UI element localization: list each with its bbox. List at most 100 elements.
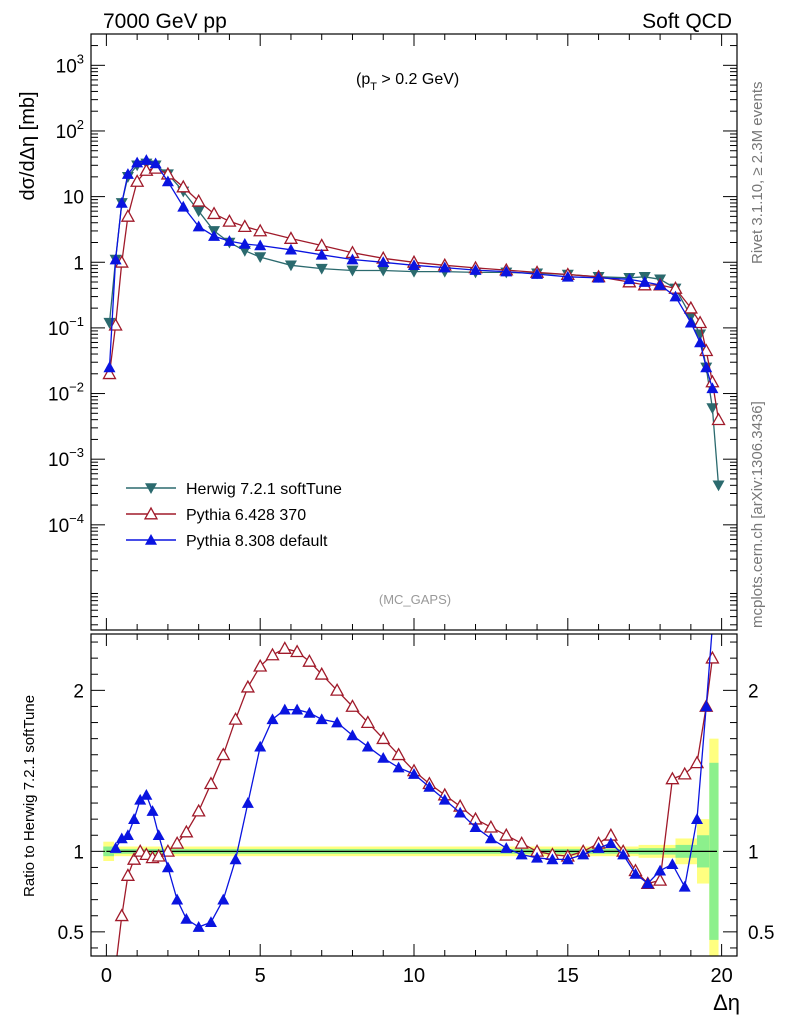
ratio-series-2-point [315, 713, 328, 725]
main-series-3-point [469, 264, 482, 275]
ratio-series-2-point [423, 780, 436, 792]
main-series-3-point [238, 237, 251, 249]
main-series-2-point [222, 214, 237, 227]
x-tick-label: 10 [403, 965, 425, 987]
ratio-y-tick-label-right: 0.5 [748, 923, 774, 944]
main-y-axis-title: dσ/dΔη [mb] [17, 91, 39, 200]
main-series-1-point [315, 263, 328, 275]
ratio-series-2-point [291, 703, 304, 715]
main-series-3-point [700, 361, 713, 373]
ratio-series-2-point [706, 620, 718, 631]
ratio-series-1-point [126, 852, 142, 865]
ratio-series-2-point [641, 877, 654, 889]
ratio-series-2-point [678, 880, 691, 892]
ratio-series-2-point [278, 703, 291, 715]
main-series-3-point [192, 220, 205, 232]
ratio-series-2-point [592, 842, 605, 853]
ratio-series-1-point [179, 824, 194, 838]
ratio-series-1-point [120, 868, 136, 881]
main-series-3-point [140, 154, 153, 165]
main-series-3-point [561, 270, 574, 282]
main-series-1-point [192, 206, 205, 218]
ratio-series-2-point [134, 793, 147, 805]
y-tick-label: 10−2 [48, 380, 84, 406]
ratio-y-tick-label: 2 [73, 681, 84, 702]
ratio-series-1-point [253, 658, 268, 672]
main-series-3-point [115, 196, 128, 208]
main-series-3-point [254, 239, 267, 251]
ratio-series-1-point [170, 835, 185, 849]
mcplots-reference-label: mcplots.cern.ch [arXiv:1306.3436] [749, 401, 766, 628]
main-series-1-point [706, 403, 719, 415]
main-series-3-point [315, 248, 328, 260]
ratio-series-2-point [604, 837, 617, 849]
ratio-series-1-point [228, 711, 243, 725]
ratio-series-1-point [290, 644, 305, 658]
ratio-series-2-point [217, 893, 230, 905]
main-series-3-point [208, 230, 221, 241]
ratio-series-2-point [254, 740, 267, 752]
main-series-2-point [102, 366, 117, 380]
ratio-series-1-point [677, 766, 692, 780]
legend-label: Herwig 7.2.1 softTune [186, 481, 342, 498]
main-series-3-point [438, 261, 451, 273]
ratio-series-2-point [180, 912, 193, 924]
ratio-series-1-point [277, 641, 292, 654]
ratio-series-2-point [204, 916, 217, 927]
main-series-2-point [120, 209, 136, 222]
main-plot-series [102, 154, 726, 492]
y-tick-label: 10−4 [48, 511, 84, 537]
ratio-series-2-point [654, 864, 667, 876]
main-series-3-point [654, 279, 667, 290]
ratio-series-2-point [484, 832, 497, 844]
ratio-series-2-point [192, 921, 205, 932]
main-series-1-point [284, 260, 297, 272]
ratio-series-1-point [314, 666, 329, 680]
main-series-2-point [711, 412, 726, 426]
main-series-2-point [683, 300, 698, 314]
y-tick-label: 10 [63, 188, 84, 209]
main-series-1-point [346, 265, 359, 277]
ratio-y-tick-label: 0.5 [58, 923, 84, 944]
main-series-3-point [669, 290, 682, 302]
ratio-series-2-point [229, 853, 242, 865]
ratio-series-2-point [531, 851, 544, 863]
ratio-series-2-point [577, 848, 590, 860]
ratio-series-2-point [546, 853, 559, 865]
ratio-plot-series [109, 620, 720, 956]
ratio-series-1-point [705, 650, 720, 664]
legend-marker [145, 483, 157, 494]
ratio-series-2-point [241, 797, 254, 808]
ratio-y-axis-title: Ratio to Herwig 7.2.1 softTune [21, 695, 38, 897]
ratio-series-2-point [408, 768, 420, 779]
ratio-plot-frame [90, 633, 738, 957]
ratio-series-1-line [116, 647, 714, 956]
main-series-3-point [121, 168, 134, 179]
main-series-1-point [712, 480, 725, 492]
main-series-2-point [206, 206, 222, 220]
ratio-series-2-point [617, 848, 630, 860]
y-tick-label: 10−1 [48, 314, 84, 340]
main-series-3-point [408, 259, 420, 271]
ratio-series-2-point [152, 829, 165, 841]
x-tick-label: 20 [710, 965, 732, 987]
ratio-series-1-point [216, 747, 231, 761]
header-energy-label: 7000 GeV pp [103, 10, 227, 33]
main-series-3-line [108, 159, 714, 389]
pt-cut-label: (pT > 0.2 GeV) [356, 71, 459, 93]
ratio-series-2-point [331, 716, 344, 728]
main-series-3-point [149, 157, 162, 169]
ratio-series-2-point [454, 806, 467, 818]
ratio-series-2-point [515, 848, 528, 860]
ratio-series-2-point [700, 700, 713, 712]
ratio-series-2-point [691, 813, 704, 824]
main-series-2-point [108, 317, 123, 331]
ratio-series-2-point [303, 706, 316, 718]
ratio-series-2-point [146, 805, 159, 816]
ratio-series-1-point [345, 699, 360, 712]
ratio-series-1-point [376, 731, 391, 745]
y-tick-label: 103 [56, 51, 84, 77]
ratio-series-2-point [666, 858, 679, 870]
